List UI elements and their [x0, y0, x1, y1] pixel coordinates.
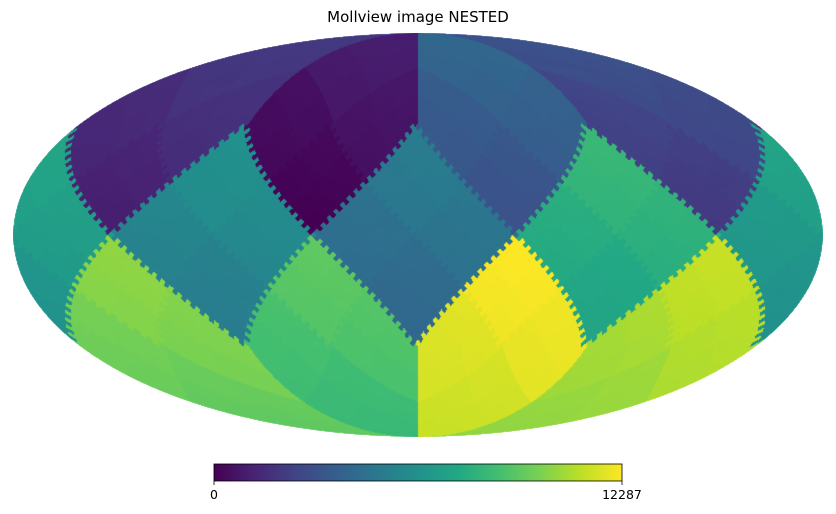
sky-map	[13, 33, 823, 437]
colorbar-tick-label-max: 12287	[602, 487, 642, 502]
chart-title: Mollview image NESTED	[327, 8, 509, 26]
colorbar: 0 12287	[210, 463, 642, 502]
colorbar-tick-label-min: 0	[210, 487, 218, 502]
colorbar-gradient	[213, 463, 623, 482]
map-pixels	[13, 33, 823, 437]
